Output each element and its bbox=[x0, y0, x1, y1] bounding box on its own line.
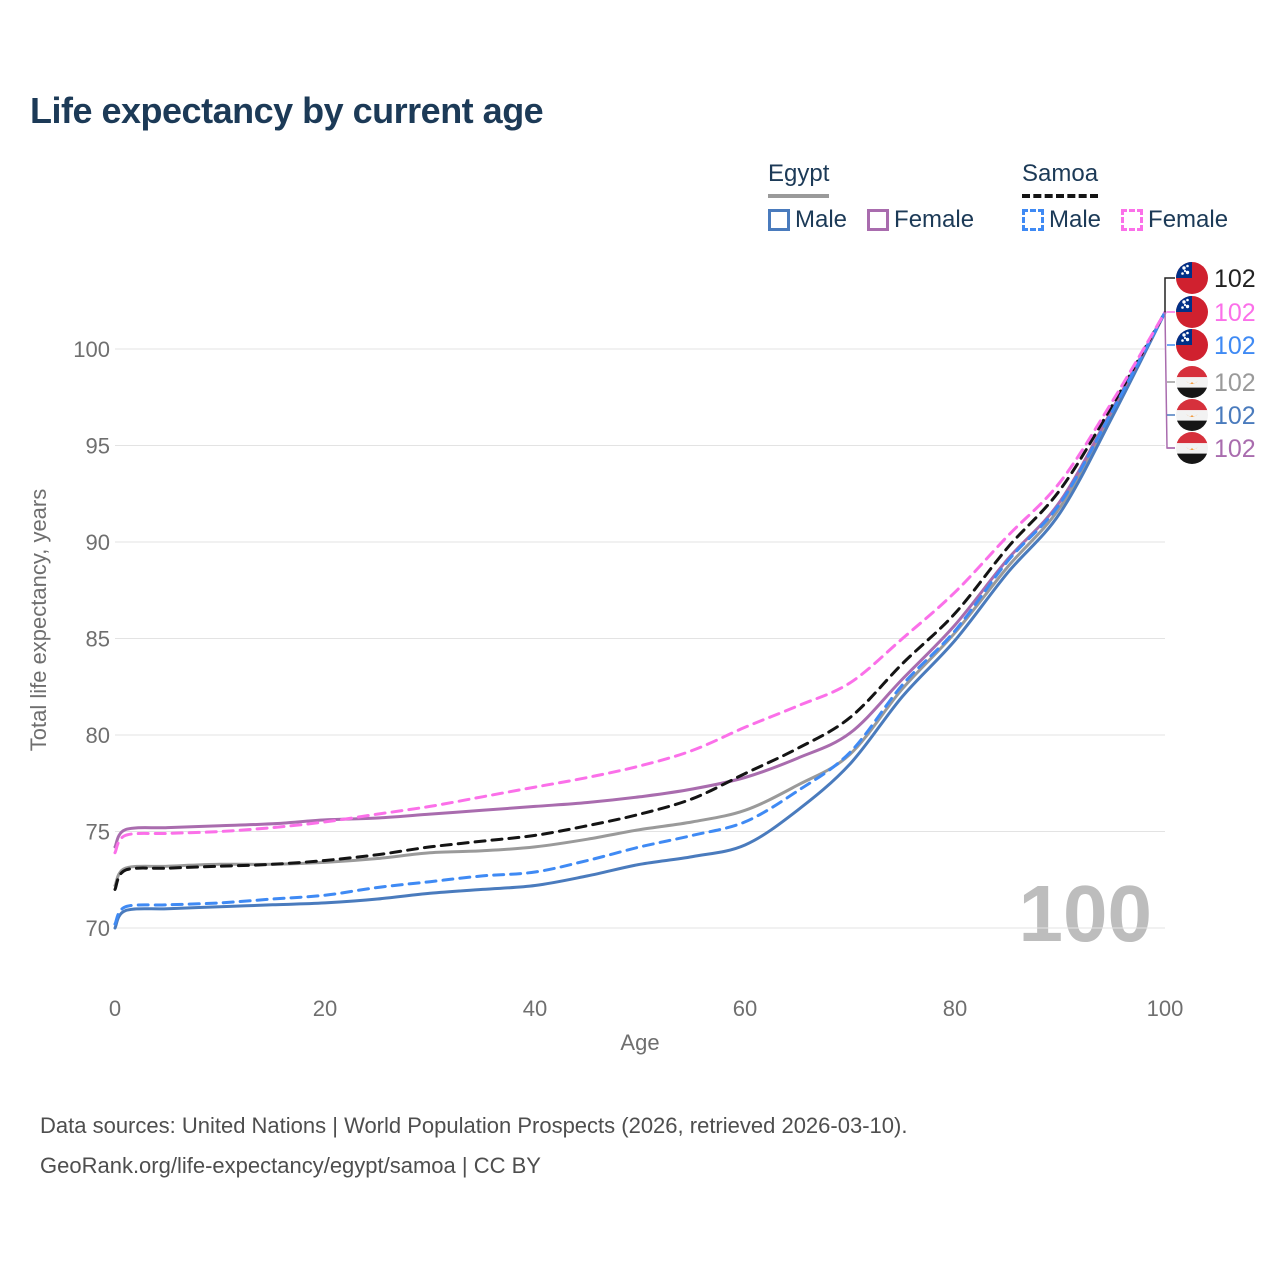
y-tick-label: 95 bbox=[86, 434, 110, 459]
x-tick-label: 80 bbox=[943, 996, 967, 1021]
legend-item-egypt-female[interactable]: Female bbox=[867, 206, 974, 234]
egypt-female-swatch-icon bbox=[867, 209, 890, 231]
legend-item-egypt-male[interactable]: Male bbox=[768, 206, 847, 234]
end-value-label-samoa: 102 bbox=[1214, 265, 1256, 293]
x-tick-label: 40 bbox=[523, 996, 547, 1021]
series-line-samoa-female[interactable] bbox=[113, 310, 1167, 855]
samoa-flag-icon bbox=[1176, 296, 1208, 328]
legend-item-label: Female bbox=[1148, 206, 1229, 233]
legend-header-samoa: Samoa bbox=[1022, 160, 1099, 198]
y-axis-title: Total life expectancy, years bbox=[26, 489, 51, 752]
samoa-female-swatch-icon bbox=[1121, 209, 1144, 231]
series-line-egypt[interactable] bbox=[113, 310, 1167, 887]
samoa-flag-icon bbox=[1176, 262, 1208, 294]
legend-group-samoa: Samoa Male Female bbox=[1022, 160, 1228, 234]
samoa-flag-icon bbox=[1176, 329, 1208, 361]
y-tick-label: 75 bbox=[86, 820, 110, 845]
x-axis-title: Age bbox=[620, 1030, 659, 1055]
series-lines bbox=[113, 310, 1167, 930]
end-value-label-samoa-male: 102 bbox=[1214, 332, 1256, 360]
legend-item-label: Female bbox=[894, 206, 975, 233]
y-tick-label: 80 bbox=[86, 723, 110, 748]
end-value-label-samoa-female: 102 bbox=[1214, 299, 1256, 327]
legend-item-samoa-female[interactable]: Female bbox=[1121, 206, 1228, 234]
series-line-egypt-male[interactable] bbox=[113, 310, 1167, 930]
egypt-flag-icon bbox=[1176, 399, 1208, 431]
y-tick-label: 85 bbox=[86, 627, 110, 652]
egypt-flag-icon bbox=[1176, 432, 1208, 464]
y-tick-label: 70 bbox=[86, 916, 110, 941]
end-value-label-egypt-male: 102 bbox=[1214, 402, 1256, 430]
end-value-label-egypt-female: 102 bbox=[1214, 435, 1256, 463]
y-tick-label: 90 bbox=[86, 530, 110, 555]
legend-item-label: Male bbox=[1049, 206, 1102, 233]
gridlines bbox=[115, 348, 1165, 929]
footer-source-line: Data sources: United Nations | World Pop… bbox=[40, 1113, 908, 1138]
leader-line bbox=[1164, 277, 1175, 313]
age-watermark: 100 bbox=[1018, 869, 1152, 958]
end-label-leaders bbox=[1164, 277, 1175, 449]
footer-link-line[interactable]: GeoRank.org/life-expectancy/egypt/samoa … bbox=[40, 1153, 541, 1178]
series-line-samoa-male[interactable] bbox=[113, 310, 1167, 926]
end-labels: 102 102 102 102 102 102 bbox=[1176, 262, 1256, 464]
legend-item-label: Male bbox=[795, 206, 848, 233]
samoa-male-swatch-icon bbox=[1022, 209, 1044, 231]
chart-title: Life expectancy by current age bbox=[30, 90, 544, 131]
end-value-label-egypt: 102 bbox=[1214, 369, 1256, 397]
axis-labels: 70 75 80 85 90 95 100 0 20 40 60 80 100 Age Total life… bbox=[26, 337, 1183, 1055]
egypt-flag-icon bbox=[1176, 366, 1208, 398]
y-tick-label: 100 bbox=[73, 337, 110, 362]
legend-item-samoa-male[interactable]: Male bbox=[1022, 206, 1101, 234]
footer: Data sources: United Nations | World Pop… bbox=[40, 1106, 907, 1186]
series-line-egypt-female[interactable] bbox=[113, 310, 1167, 849]
series-line-samoa[interactable] bbox=[113, 310, 1167, 891]
leader-line bbox=[1164, 312, 1175, 449]
egypt-male-swatch-icon bbox=[768, 209, 790, 231]
x-tick-label: 20 bbox=[313, 996, 337, 1021]
legend-group-egypt: Egypt Male Female bbox=[768, 160, 974, 234]
x-tick-label: 100 bbox=[1147, 996, 1184, 1021]
legend-header-egypt: Egypt bbox=[768, 160, 830, 198]
x-tick-label: 60 bbox=[733, 996, 757, 1021]
x-tick-label: 0 bbox=[109, 996, 121, 1021]
